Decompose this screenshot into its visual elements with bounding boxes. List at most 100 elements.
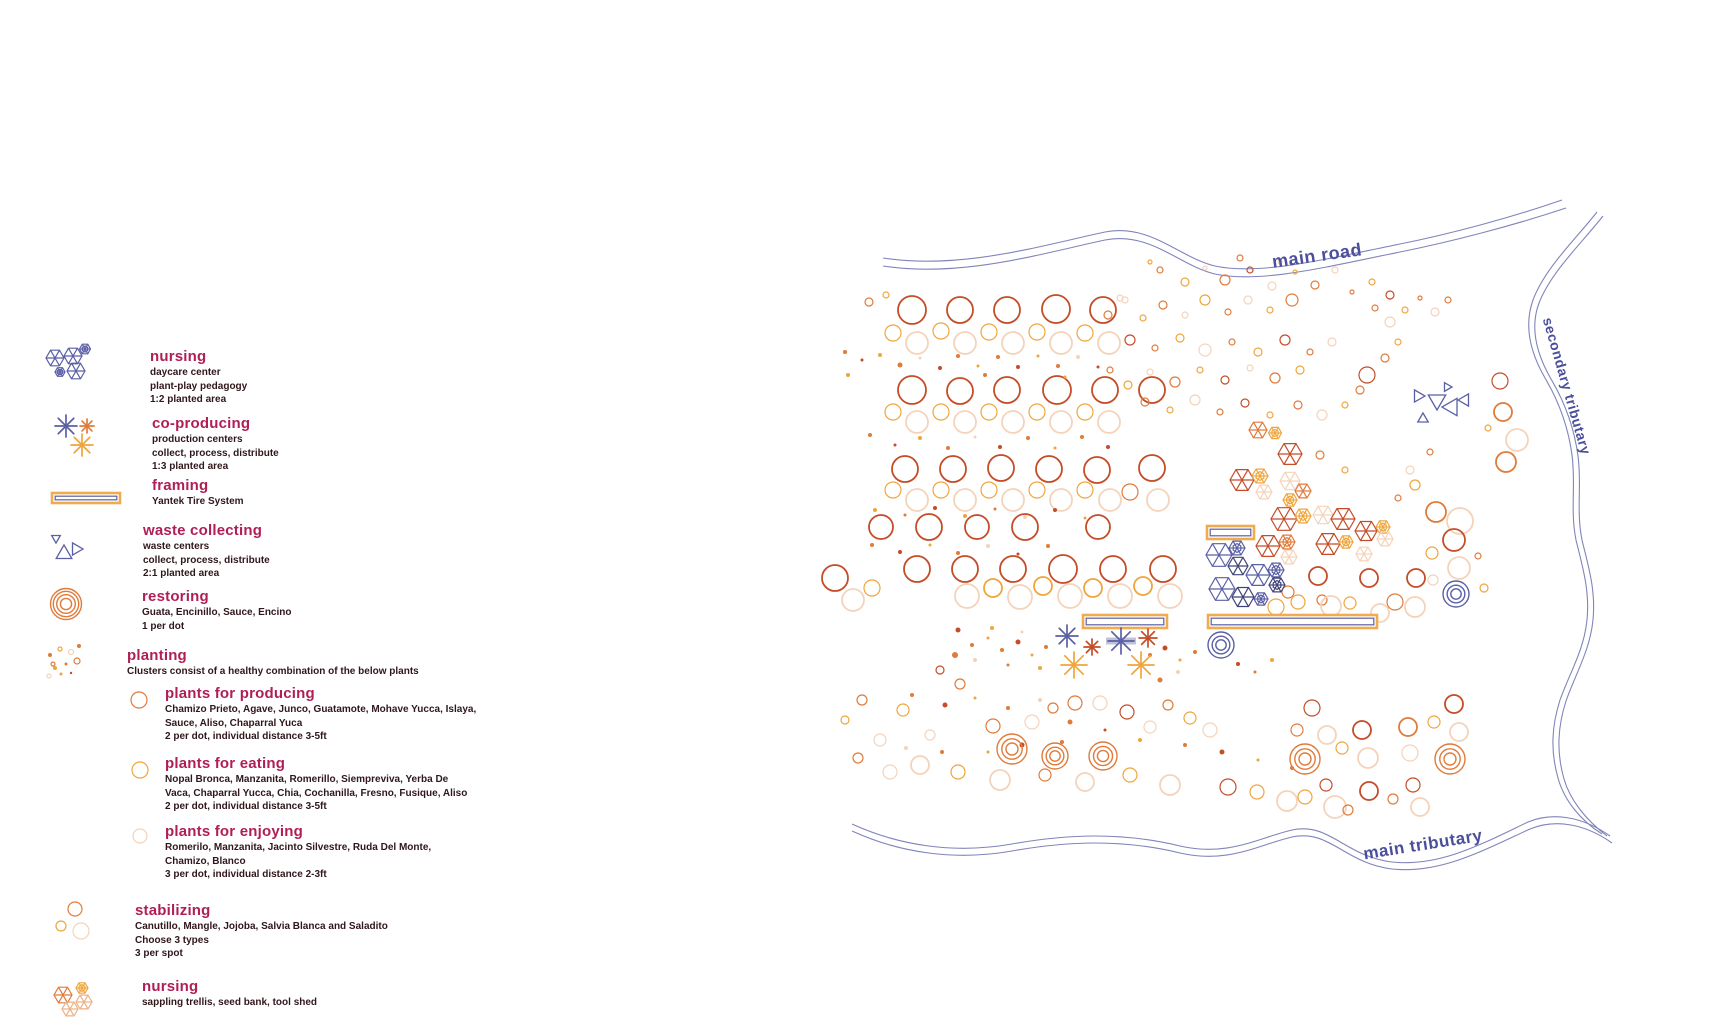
hexagon-structure — [1267, 426, 1283, 440]
planting-dot — [1006, 663, 1010, 667]
planting-circle — [905, 410, 929, 434]
planting-circle — [1394, 494, 1402, 502]
hexagon-structure — [63, 347, 83, 365]
legend-title: nursing — [150, 348, 207, 365]
restoring-bullseye — [996, 733, 1028, 765]
planting-circle — [1295, 365, 1305, 375]
planting-dot — [942, 702, 948, 708]
roads-and-waterways — [851, 199, 1613, 871]
hexagon-structure — [1268, 577, 1286, 593]
asterisk — [1055, 624, 1079, 648]
planting-dot — [1038, 698, 1042, 702]
planting-dot — [897, 362, 903, 368]
planting-circle — [1183, 711, 1197, 725]
planting-circle — [905, 488, 929, 512]
planting-dot — [1000, 648, 1004, 652]
planting-circle — [1442, 528, 1466, 552]
hexagon-structure — [1282, 493, 1298, 507]
hexagon-structure — [75, 982, 89, 994]
tire-frame — [1205, 524, 1256, 541]
planting-circle — [946, 296, 974, 324]
planting-circle — [1162, 699, 1174, 711]
planting-circle — [1426, 448, 1434, 456]
planting-circle — [953, 410, 977, 434]
planting-circle — [985, 718, 1001, 734]
planting-circle — [1386, 593, 1404, 611]
planting-dot — [986, 544, 990, 548]
planting-circle — [1151, 344, 1159, 352]
planting-circle — [1067, 695, 1083, 711]
legend-title: plants for producing — [165, 685, 315, 702]
planting-dot — [1176, 670, 1180, 674]
planting-dot — [898, 550, 902, 554]
planting-circle — [980, 403, 998, 421]
hexagon-structure — [1312, 505, 1334, 525]
planting-circle — [1249, 784, 1265, 800]
planting-circle — [1240, 398, 1250, 408]
restoring-bullseye — [1442, 580, 1470, 608]
planting-dot — [983, 373, 987, 377]
planting-circle — [1306, 348, 1314, 356]
planting-dot — [1053, 508, 1057, 512]
planting-dot — [1056, 364, 1060, 368]
planting-circle — [1228, 338, 1236, 346]
planting-circle — [852, 752, 864, 764]
planting-dot — [993, 507, 997, 511]
planting-circle — [932, 403, 950, 421]
planting-dot — [1030, 653, 1034, 657]
legend-title: stabilizing — [135, 902, 211, 919]
planting-circle — [821, 564, 849, 592]
planting-circle — [67, 648, 75, 656]
legend-title: waste collecting — [143, 522, 263, 539]
planting-circle — [1202, 265, 1208, 271]
planting-circle — [1121, 296, 1129, 304]
waste-triangle — [71, 541, 85, 557]
waste-collecting-triangles-layer — [50, 381, 1470, 560]
planting-dot — [976, 364, 980, 368]
hexagon-structure — [1208, 577, 1236, 601]
hexagon-structure — [1338, 535, 1354, 549]
tire-frame — [1206, 613, 1379, 630]
planting-circle — [932, 481, 950, 499]
planting-circle — [1001, 488, 1025, 512]
planting-circle — [1409, 479, 1421, 491]
planting-dot — [918, 356, 922, 360]
legend-item-plants-for-enjoying: plants for enjoying Romerilo, Manzanita,… — [165, 823, 432, 880]
planting-circle — [1076, 403, 1094, 421]
restoring-bullseye — [1088, 741, 1118, 771]
waste-triangle — [55, 543, 73, 560]
planting-circle — [884, 481, 902, 499]
planting-dot — [1236, 662, 1240, 666]
planting-circle — [1430, 307, 1440, 317]
hexagon-structure — [1255, 534, 1281, 558]
planting-dot — [846, 373, 850, 377]
planting-circle — [1049, 331, 1073, 355]
hexagon-structure — [1279, 471, 1301, 491]
legend-title: planting — [127, 647, 187, 664]
planting-dot — [1162, 645, 1168, 651]
planting-circle — [1091, 376, 1119, 404]
planting-dot — [1006, 706, 1010, 710]
planting-circle — [1484, 424, 1492, 432]
planting-circle — [72, 922, 90, 940]
planting-circle — [1352, 720, 1372, 740]
legend-item-plants-for-producing: plants for producing Chamizo Prieto, Aga… — [165, 685, 477, 742]
planting-circle — [1124, 334, 1136, 346]
planting-circle — [1219, 778, 1237, 796]
planting-circle — [1316, 409, 1328, 421]
planting-circle — [1401, 306, 1409, 314]
legend-title: nursing — [142, 978, 199, 995]
hexagon-structure — [1280, 549, 1298, 565]
planting-circle — [1349, 289, 1355, 295]
planting-dot — [1063, 375, 1067, 379]
planting-circle — [1342, 804, 1354, 816]
planting-dot — [910, 693, 914, 697]
planting-circle — [1035, 455, 1063, 483]
planting-circle — [1405, 777, 1421, 793]
planting-circle — [1370, 603, 1390, 623]
planting-dot — [48, 653, 52, 657]
planting-circle — [1290, 594, 1306, 610]
waste-triangle — [1440, 397, 1458, 417]
planting-circle — [1405, 465, 1415, 475]
